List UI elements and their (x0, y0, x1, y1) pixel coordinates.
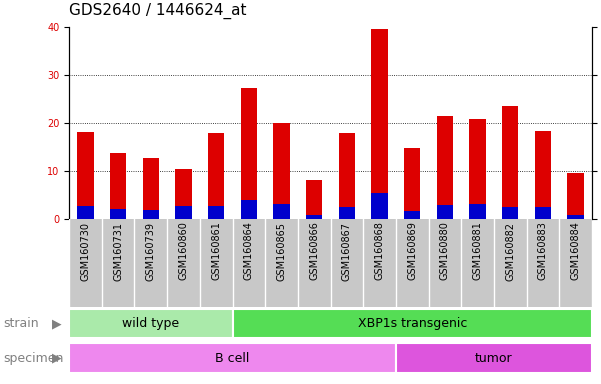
Bar (208, 207, 224, 219)
Bar (175, 169, 192, 219)
Bar (396, 343, 592, 373)
Text: GSM160861: GSM160861 (211, 222, 221, 280)
Bar (306, 180, 322, 219)
Text: strain: strain (3, 317, 38, 330)
Bar (469, 204, 486, 219)
Text: GSM160731: GSM160731 (113, 222, 123, 281)
Text: GSM160739: GSM160739 (146, 222, 156, 281)
Text: GSM160884: GSM160884 (570, 222, 581, 280)
Bar (69, 343, 396, 373)
Bar (78, 132, 94, 219)
Bar (567, 173, 584, 219)
Text: ▶: ▶ (52, 317, 62, 330)
Text: GSM160880: GSM160880 (440, 222, 450, 280)
Text: GSM160730: GSM160730 (81, 222, 91, 281)
Bar (502, 207, 519, 219)
Bar (306, 215, 322, 219)
Text: GSM160865: GSM160865 (276, 222, 287, 281)
Text: ▶: ▶ (52, 352, 62, 364)
Text: GSM160867: GSM160867 (342, 222, 352, 281)
Bar (339, 207, 355, 219)
Text: XBP1s transgenic: XBP1s transgenic (358, 317, 467, 330)
Bar (404, 148, 421, 219)
Bar (339, 134, 355, 219)
Text: GSM160881: GSM160881 (472, 222, 483, 280)
Bar (208, 134, 224, 219)
Bar (78, 207, 94, 219)
Bar (404, 211, 421, 219)
Text: specimen: specimen (3, 352, 63, 364)
Bar (502, 106, 519, 219)
Bar (371, 29, 388, 219)
Bar (110, 152, 126, 219)
Text: GSM160882: GSM160882 (505, 222, 515, 281)
Bar (535, 207, 551, 219)
Text: GSM160866: GSM160866 (309, 222, 319, 280)
Bar (273, 123, 290, 219)
Bar (175, 207, 192, 219)
Bar (437, 205, 453, 219)
Text: GSM160868: GSM160868 (374, 222, 385, 280)
Text: GSM160883: GSM160883 (538, 222, 548, 280)
Bar (233, 309, 592, 338)
Bar (142, 158, 159, 219)
Bar (469, 119, 486, 219)
Bar (371, 193, 388, 219)
Bar (142, 210, 159, 219)
Bar (567, 215, 584, 219)
Text: GSM160869: GSM160869 (407, 222, 417, 280)
Text: wild type: wild type (122, 317, 179, 330)
Bar (110, 209, 126, 219)
Bar (273, 204, 290, 219)
Text: GDS2640 / 1446624_at: GDS2640 / 1446624_at (69, 3, 246, 19)
Bar (69, 309, 233, 338)
Bar (437, 116, 453, 219)
Bar (240, 200, 257, 219)
Bar (535, 131, 551, 219)
Text: GSM160864: GSM160864 (244, 222, 254, 280)
Bar (240, 88, 257, 219)
Text: GSM160860: GSM160860 (178, 222, 189, 280)
Text: B cell: B cell (215, 352, 249, 364)
Text: tumor: tumor (475, 352, 513, 364)
